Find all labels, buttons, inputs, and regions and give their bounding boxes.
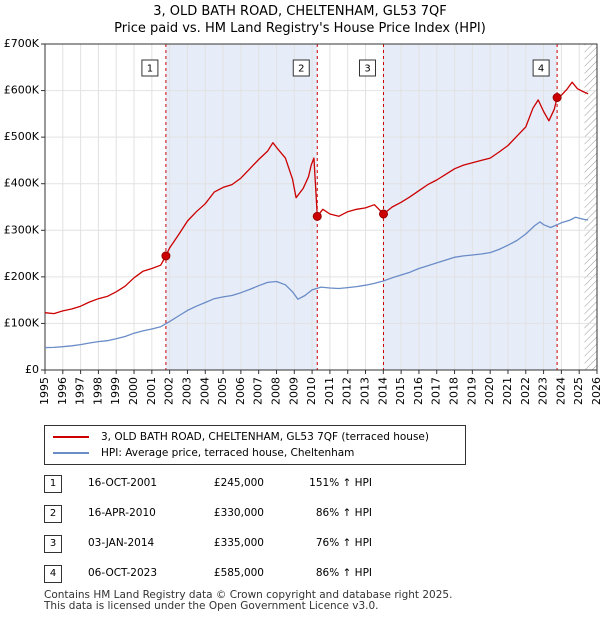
- x-tick-label: 1997: [74, 377, 87, 405]
- x-tick-label: 2015: [394, 377, 407, 405]
- sale-label-box: [141, 59, 159, 77]
- x-tick-label: 1995: [38, 377, 51, 405]
- sale-point-marker: [312, 211, 322, 221]
- property-series-line: [44, 81, 589, 315]
- sale-hpi-change: 86% ↑ HPI: [315, 507, 372, 519]
- price-chart: 1995 1996 1997 1998 1999 2000 2001 2002 2003 2004…: [4, 37, 600, 405]
- sales-table: 1 16-OCT-2001 £245,000 151% ↑ HPI 2 16-A…: [44, 472, 464, 592]
- x-tick-label: 1998: [91, 377, 104, 405]
- sale-label-box: [359, 59, 377, 77]
- x-tick-label: 2011: [323, 377, 336, 405]
- x-tick-label: 2000: [127, 377, 140, 405]
- y-tick-label: £200K: [4, 270, 40, 283]
- legend-entry-property: 3, OLD BATH ROAD, CHELTENHAM, GL53 7QF (…: [53, 430, 429, 444]
- x-tick-label: 2022: [519, 377, 532, 405]
- sale-date: 16-APR-2010: [88, 507, 156, 519]
- sale-point-marker: [161, 251, 171, 261]
- sale-label-box: [292, 59, 310, 77]
- y-tick-label: £700K: [4, 37, 40, 50]
- legend-swatch-hpi: [53, 452, 89, 454]
- forecast-hatch-area: [584, 44, 597, 370]
- x-tick-label: 2017: [430, 377, 443, 405]
- sale-label-text: 2: [298, 64, 304, 75]
- sale-hpi-change: 151% ↑ HPI: [309, 477, 372, 489]
- sale-point-marker: [552, 93, 562, 103]
- table-row: 4 06-OCT-2023 £585,000 86% ↑ HPI: [44, 562, 464, 592]
- sale-number-badge: 2: [44, 505, 62, 523]
- sale-number-badge: 4: [44, 565, 62, 583]
- y-tick-label: £0: [25, 363, 39, 376]
- x-tick-label: 2006: [234, 377, 247, 405]
- sale-date: 16-OCT-2001: [88, 477, 157, 489]
- x-tick-label: 2025: [572, 377, 585, 405]
- x-tick-label: 2002: [163, 377, 176, 405]
- sale-price: £585,000: [213, 567, 264, 579]
- sale-label-box: [532, 59, 550, 77]
- chart-legend: 3, OLD BATH ROAD, CHELTENHAM, GL53 7QF (…: [44, 425, 466, 465]
- x-tick-label: 2020: [483, 377, 496, 405]
- ownership-period-band: [165, 44, 318, 370]
- x-tick-label: 2003: [180, 377, 193, 405]
- x-tick-label: 2016: [412, 377, 425, 405]
- sale-price: £245,000: [213, 477, 264, 489]
- sale-hpi-change: 76% ↑ HPI: [315, 537, 372, 549]
- table-row: 2 16-APR-2010 £330,000 86% ↑ HPI: [44, 502, 464, 532]
- x-tick-label: 2018: [448, 377, 461, 405]
- y-tick-label: £300K: [4, 223, 40, 236]
- table-row: 3 03-JAN-2014 £335,000 76% ↑ HPI: [44, 532, 464, 562]
- hpi-series-line: [44, 216, 589, 349]
- y-tick-label: £600K: [4, 84, 40, 97]
- sale-number-badge: 1: [44, 475, 62, 493]
- x-tick-label: 2014: [376, 377, 389, 405]
- x-tick-label: 2008: [269, 377, 282, 405]
- sale-label-text: 1: [147, 64, 153, 75]
- footer-line-2: This data is licensed under the Open Gov…: [44, 600, 379, 612]
- sale-number-badge: 3: [44, 535, 62, 553]
- legend-entry-hpi: HPI: Average price, terraced house, Chel…: [53, 446, 354, 460]
- chart-title: 3, OLD BATH ROAD, CHELTENHAM, GL53 7QF: [153, 4, 447, 19]
- y-tick-label: £400K: [4, 177, 40, 190]
- legend-label-property: 3, OLD BATH ROAD, CHELTENHAM, GL53 7QF (…: [101, 431, 429, 443]
- x-tick-label: 2021: [501, 377, 514, 405]
- y-tick-label: £100K: [4, 316, 40, 329]
- sale-price: £330,000: [213, 507, 264, 519]
- table-row: 1 16-OCT-2001 £245,000 151% ↑ HPI: [44, 472, 464, 502]
- x-tick-label: 2026: [590, 377, 600, 405]
- ownership-period-band: [383, 44, 558, 370]
- sale-hpi-change: 86% ↑ HPI: [315, 567, 372, 579]
- y-tick-label: £500K: [4, 130, 40, 143]
- x-tick-label: 2024: [554, 377, 567, 405]
- legend-label-hpi: HPI: Average price, terraced house, Chel…: [101, 447, 355, 459]
- x-tick-label: 2023: [537, 377, 550, 405]
- sale-point-marker: [379, 209, 389, 219]
- x-tick-label: 2007: [252, 377, 265, 405]
- sale-date: 03-JAN-2014: [88, 537, 155, 549]
- footer-attribution: Contains HM Land Registry data © Crown c…: [44, 590, 452, 612]
- legend-swatch-property: [53, 436, 89, 438]
- x-tick-label: 1996: [56, 377, 69, 405]
- footer-line-1: Contains HM Land Registry data © Crown c…: [44, 589, 453, 601]
- sale-label-text: 4: [538, 64, 544, 75]
- sale-date: 06-OCT-2023: [88, 567, 157, 579]
- plot-frame: [44, 43, 598, 371]
- x-tick-label: 2005: [216, 377, 229, 405]
- x-tick-label: 1999: [109, 377, 122, 405]
- x-tick-label: 2013: [359, 377, 372, 405]
- x-tick-label: 2019: [465, 377, 478, 405]
- x-tick-label: 2010: [305, 377, 318, 405]
- chart-subtitle: Price paid vs. HM Land Registry's House …: [114, 21, 486, 36]
- x-tick-label: 2012: [341, 377, 354, 405]
- x-tick-label: 2001: [145, 377, 158, 405]
- sale-price: £335,000: [213, 537, 264, 549]
- x-tick-label: 2009: [287, 377, 300, 405]
- x-tick-label: 2004: [198, 377, 211, 405]
- sale-label-text: 3: [364, 64, 370, 75]
